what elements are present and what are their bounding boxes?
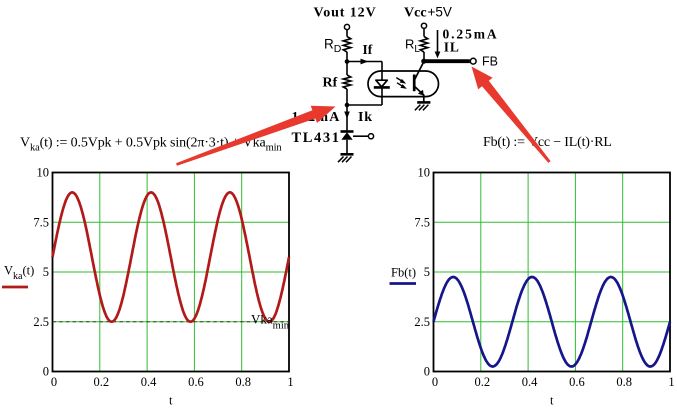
svg-text:Vout 12V: Vout 12V <box>314 5 377 20</box>
svg-text:TL431: TL431 <box>292 130 341 146</box>
svg-text:0.4: 0.4 <box>141 375 157 389</box>
svg-text:0: 0 <box>432 375 438 389</box>
svg-text:2.5: 2.5 <box>414 315 430 329</box>
svg-text:+5V: +5V <box>428 5 452 20</box>
svg-text:0.2: 0.2 <box>93 375 109 389</box>
svg-text:Vkamin: Vkamin <box>251 312 290 332</box>
svg-text:0.4: 0.4 <box>522 375 538 389</box>
svg-text:7.5: 7.5 <box>33 215 49 229</box>
svg-text:IL: IL <box>444 40 460 55</box>
svg-text:RL: RL <box>405 37 420 56</box>
svg-text:0.2: 0.2 <box>474 375 490 389</box>
svg-text:0.8: 0.8 <box>616 375 632 389</box>
svg-text:Vka(t): Vka(t) <box>4 264 34 283</box>
svg-text:FB: FB <box>482 55 498 69</box>
svg-text:Vcc: Vcc <box>404 5 427 20</box>
svg-text:1: 1 <box>668 375 674 389</box>
svg-text:10: 10 <box>418 166 431 180</box>
svg-text:Fb(t): Fb(t) <box>391 266 416 280</box>
svg-text:0.6: 0.6 <box>569 375 585 389</box>
svg-text:5: 5 <box>43 265 49 279</box>
svg-text:RD: RD <box>324 37 342 56</box>
svg-text:0.25mA: 0.25mA <box>443 26 499 41</box>
svg-text:0: 0 <box>424 365 430 379</box>
svg-text:0: 0 <box>43 365 49 379</box>
svg-text:0.8: 0.8 <box>235 375 251 389</box>
svg-text:t: t <box>550 394 554 408</box>
svg-text:Fb(t) := Vcc − IL(t)·RL: Fb(t) := Vcc − IL(t)·RL <box>483 135 612 150</box>
svg-text:If: If <box>363 42 373 57</box>
svg-text:2.5: 2.5 <box>33 315 49 329</box>
svg-text:Rf: Rf <box>323 76 338 91</box>
svg-text:7.5: 7.5 <box>414 215 430 229</box>
svg-text:t: t <box>169 394 173 408</box>
svg-text:0: 0 <box>51 375 57 389</box>
svg-text:10: 10 <box>37 166 50 180</box>
svg-text:Ik: Ik <box>358 110 373 125</box>
svg-text:0.6: 0.6 <box>188 375 204 389</box>
svg-text:5: 5 <box>424 265 430 279</box>
svg-text:1: 1 <box>287 375 293 389</box>
